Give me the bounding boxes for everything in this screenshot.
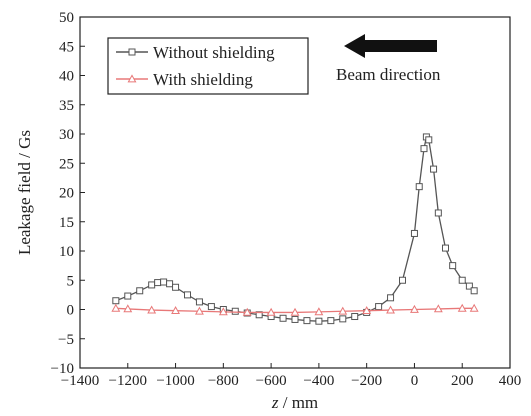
data-point [449,262,457,270]
series-line-without-shielding [115,135,475,322]
data-point [415,183,423,191]
data-point [430,165,438,173]
data-point [339,315,347,323]
beam-direction-arrow-icon [344,34,437,58]
data-point [184,291,191,299]
x-tick-label: 200 [451,373,474,389]
data-point [469,303,479,312]
legend-label: Without shielding [153,43,275,62]
data-point [207,303,215,311]
x-axis-label: z / mm [271,393,318,412]
data-point [470,287,478,295]
data-point [124,292,132,300]
series-without-shielding [112,133,478,325]
legend-label: With shielding [153,70,253,89]
x-axis-label-variable: z [271,393,279,412]
x-tick-label: −1400 [61,373,99,389]
data-point [242,307,252,316]
data-point [171,306,181,315]
data-point [375,303,383,311]
beam-direction-label: Beam direction [336,65,441,84]
x-tick-label: 0 [411,373,419,389]
y-tick-label: 35 [59,98,74,114]
data-point [194,306,204,315]
legend-swatch-marker [128,48,136,56]
y-tick-label: 10 [59,244,74,260]
data-point [327,317,335,325]
x-axis-label-unit: / mm [283,393,318,412]
data-point [351,313,359,321]
y-tick-label: 5 [67,273,75,289]
data-point [111,303,121,312]
data-point [386,305,396,314]
y-tick-label: 25 [59,156,74,172]
data-point [315,317,323,325]
data-point [123,304,133,313]
data-point [465,282,473,290]
y-tick-label: −10 [51,361,74,377]
y-axis-ticks: −10 −5 0 5 10 15 20 25 30 35 40 45 50 [51,10,85,377]
data-point [172,283,180,291]
x-axis-ticks: −1400 −1200 −1000 −800 −600 −400 −200 0 200 400 [61,363,521,389]
data-point [425,136,433,144]
data-point [266,307,276,316]
y-tick-label: 50 [59,10,74,26]
data-point [420,145,428,153]
y-tick-label: 15 [59,215,74,231]
y-tick-label: 45 [59,39,74,55]
data-point [442,244,449,252]
data-point [290,307,300,316]
y-tick-label: −5 [58,332,74,348]
data-point [434,209,442,217]
data-point [457,303,467,312]
data-point [218,307,228,316]
data-point [231,307,239,315]
data-point [433,304,443,313]
series-group [111,133,479,325]
data-point [399,276,406,284]
data-point [303,317,311,325]
data-point [112,297,120,305]
y-tick-label: 30 [59,127,74,143]
data-point [148,281,156,289]
data-point [338,306,348,315]
x-tick-label: −400 [303,373,334,389]
legend: Without shielding With shielding [107,37,309,95]
x-tick-label: −1200 [109,373,147,389]
data-point [410,229,418,237]
y-tick-label: 40 [59,69,74,85]
data-point [387,294,395,302]
series-with-shielding [111,303,479,316]
x-tick-label: −1000 [156,373,194,389]
data-point [458,276,466,284]
x-tick-label: 400 [499,373,522,389]
y-tick-label: 20 [59,186,74,202]
data-point [136,287,144,295]
data-point [160,278,168,286]
data-point [291,315,299,323]
data-point [147,305,157,314]
legend-swatch-marker [127,74,137,83]
x-tick-label: −200 [351,373,382,389]
data-point [166,280,174,288]
y-axis-label: Leakage field / Gs [15,130,34,255]
data-point [255,311,263,319]
data-point [362,306,372,315]
legend-box [107,37,309,95]
data-point [279,314,287,322]
beam-direction-annotation: Beam direction [336,34,441,84]
y-tick-label: 0 [67,303,75,319]
data-point [409,304,419,313]
data-point [314,307,324,316]
x-tick-label: −600 [256,373,287,389]
x-tick-label: −800 [208,373,239,389]
data-point [195,298,203,306]
data-point [154,279,162,287]
